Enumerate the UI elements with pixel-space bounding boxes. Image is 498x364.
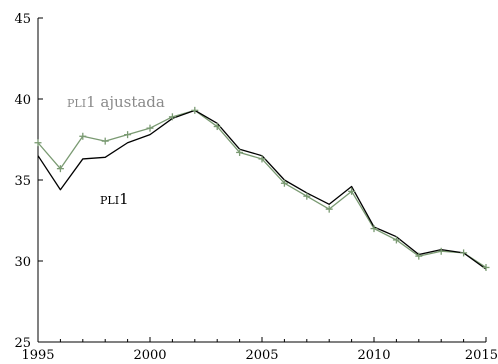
series-markers bbox=[34, 106, 490, 271]
series-label-adjusted: pli1 ajustada bbox=[67, 93, 165, 111]
series-label-adjusted-suffix: 1 ajustada bbox=[86, 93, 165, 111]
y-tick-label: 40 bbox=[14, 93, 31, 108]
y-tick-label: 30 bbox=[14, 255, 31, 270]
tick-group: 1995 2000 2005 2010 2015 25 30 35 40 45 bbox=[14, 12, 498, 363]
data-point-adjusted bbox=[124, 131, 132, 139]
data-point-adjusted bbox=[236, 148, 244, 156]
data-point-adjusted bbox=[34, 139, 42, 147]
data-point-adjusted bbox=[56, 165, 64, 173]
x-tick-label: 1995 bbox=[21, 348, 54, 363]
data-point-adjusted bbox=[303, 192, 311, 200]
data-point-adjusted bbox=[191, 106, 199, 114]
series-labels: pli1 ajustada pli1 bbox=[67, 93, 165, 208]
data-point-adjusted bbox=[415, 252, 423, 260]
data-point-adjusted bbox=[280, 179, 288, 187]
series-label-base-prefix: pli bbox=[100, 190, 119, 208]
y-tick-label: 25 bbox=[14, 336, 31, 351]
data-point-adjusted bbox=[348, 187, 356, 195]
y-tick-label: 35 bbox=[14, 174, 31, 189]
x-tick-label: 2015 bbox=[465, 348, 498, 363]
y-tick-label: 45 bbox=[14, 12, 31, 27]
x-tick-label: 2000 bbox=[133, 348, 166, 363]
series-line-adjusted bbox=[37, 109, 487, 269]
data-point-adjusted bbox=[258, 155, 266, 163]
data-point-adjusted bbox=[437, 247, 445, 255]
series-label-base: pli1 bbox=[100, 190, 129, 208]
series-label-base-suffix: 1 bbox=[119, 190, 129, 208]
data-point-adjusted bbox=[101, 137, 109, 145]
data-point-adjusted bbox=[460, 249, 468, 257]
data-point-adjusted bbox=[482, 263, 490, 271]
data-point-adjusted bbox=[213, 123, 221, 131]
series-label-adjusted-prefix: pli bbox=[67, 93, 86, 111]
data-point-adjusted bbox=[79, 132, 87, 140]
x-tick-label: 2005 bbox=[245, 348, 278, 363]
data-point-adjusted bbox=[370, 225, 378, 233]
data-point-adjusted bbox=[146, 124, 154, 132]
x-tick-label: 2010 bbox=[357, 348, 390, 363]
axes bbox=[37, 18, 486, 343]
data-point-adjusted bbox=[392, 236, 400, 244]
data-point-adjusted bbox=[168, 113, 176, 121]
data-point-adjusted bbox=[325, 205, 333, 213]
